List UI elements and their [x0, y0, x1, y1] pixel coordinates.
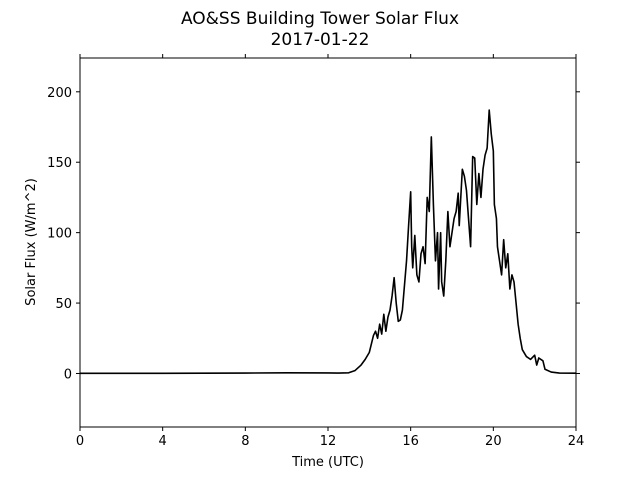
x-tick-label: 4 [159, 434, 167, 449]
x-tick-label: 16 [402, 434, 419, 449]
x-tick-label: 20 [485, 434, 502, 449]
chart-subtitle: 2017-01-22 [271, 30, 370, 50]
chart-title: AO&SS Building Tower Solar Flux [181, 9, 459, 29]
x-axis-label: Time (UTC) [291, 455, 364, 470]
x-tick-label: 24 [568, 434, 585, 449]
y-tick-label: 0 [64, 367, 72, 382]
data-line [80, 109, 577, 375]
x-tick-label: 12 [320, 434, 337, 449]
y-tick-label: 50 [55, 297, 72, 312]
x-tick-label: 8 [241, 434, 249, 449]
x-tick-label: 0 [76, 434, 84, 449]
y-tick-label: 150 [47, 156, 72, 171]
y-axis-label: Solar Flux (W/m^2) [24, 178, 39, 306]
y-tick-label: 100 [47, 227, 72, 242]
plot-frame [79, 57, 577, 428]
y-tick-label: 200 [47, 86, 72, 101]
